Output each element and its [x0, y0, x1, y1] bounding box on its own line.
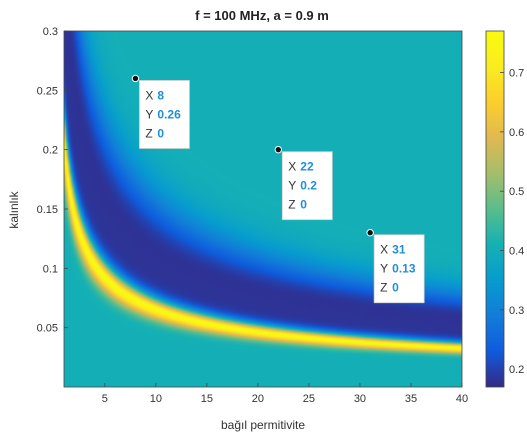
datatip-value: 0 [392, 281, 399, 295]
datatip-key: Y [380, 262, 388, 276]
x-tick-label: 20 [252, 393, 264, 405]
x-tick-label: 40 [456, 393, 468, 405]
datatip-value: 0 [157, 126, 164, 140]
datatip-key: X [288, 160, 296, 174]
datatips: X 8Y 0.26Z 0X 22Y 0.2Z 0X 31Y 0.13Z 0 [131, 74, 425, 304]
datatip-box [281, 151, 333, 221]
datatip-marker[interactable] [274, 145, 283, 154]
plot-area [63, 30, 463, 388]
colorbar-tick-label: 0.4 [509, 246, 524, 258]
datatip[interactable]: X 8Y 0.26 Z 0 [131, 74, 190, 149]
chart-title: f = 100 MHz, a = 0.9 m [195, 8, 329, 23]
y-axis-label: kalınlık [7, 190, 21, 228]
y-tick-label: 0.05 [37, 323, 58, 335]
x-tick-label: 25 [303, 393, 315, 405]
datatip-key: Y [288, 179, 296, 193]
datatip-value: 0.2 [300, 179, 317, 193]
y-tick-label: 0.2 [43, 145, 58, 157]
y-axis: 0.05 0.1 0.15 0.2 0.25 0.3 [37, 26, 68, 335]
datatip-value: 22 [300, 160, 314, 174]
colorbar-tick-label: 0.6 [509, 127, 524, 139]
x-axis-label: bağıl permitivite [221, 418, 305, 432]
datatip-value: 8 [157, 88, 164, 102]
datatip-key: X [380, 243, 388, 257]
x-axis: 5 10 15 20 25 30 35 40 [102, 383, 468, 405]
datatip[interactable]: X 22 Y 0.2 Z 0 [274, 145, 333, 221]
datatip-box [373, 234, 425, 304]
colorbar-tick-label: 0.3 [509, 305, 524, 317]
datatip-value: 0.13 [392, 262, 416, 276]
datatip-marker[interactable] [366, 229, 374, 237]
x-tick-label: 15 [201, 393, 213, 405]
datatip-key: Z [288, 198, 295, 212]
datatip-key: Y [145, 107, 153, 121]
datatip-key: Z [145, 126, 152, 140]
colorbar-tick-label: 0.5 [509, 186, 524, 198]
colorbar-frame [485, 30, 505, 388]
y-tick-label: 0.1 [43, 263, 58, 275]
x-tick-label: 10 [150, 393, 162, 405]
datatip-key: X [145, 88, 153, 102]
x-tick-label: 30 [354, 393, 366, 405]
datatip-box [139, 80, 190, 149]
x-tick-label: 35 [405, 393, 417, 405]
colorbar-image [486, 31, 504, 387]
colorbar-tick-label: 0.2 [509, 364, 524, 376]
heatmap-image [64, 31, 462, 387]
colorbar-axis: 0.2 0.3 0.4 0.5 0.6 0.7 [500, 68, 524, 376]
colorbar: 0.2 0.3 0.4 0.5 0.6 0.7 [485, 30, 524, 388]
datatip-key: Z [380, 281, 387, 295]
datatip-value: 0 [300, 198, 307, 212]
datatip-marker[interactable] [131, 74, 140, 83]
x-tick-label: 5 [102, 393, 108, 405]
y-tick-label: 0.25 [37, 85, 58, 97]
y-tick-label: 0.3 [43, 26, 58, 38]
datatip-value: 31 [392, 243, 406, 257]
datatip-value: 0.26 [157, 107, 181, 121]
colorbar-tick-label: 0.7 [509, 68, 524, 80]
datatip[interactable]: X 31 Y 0.13 Z 0 [366, 229, 425, 304]
y-tick-label: 0.15 [37, 204, 58, 216]
